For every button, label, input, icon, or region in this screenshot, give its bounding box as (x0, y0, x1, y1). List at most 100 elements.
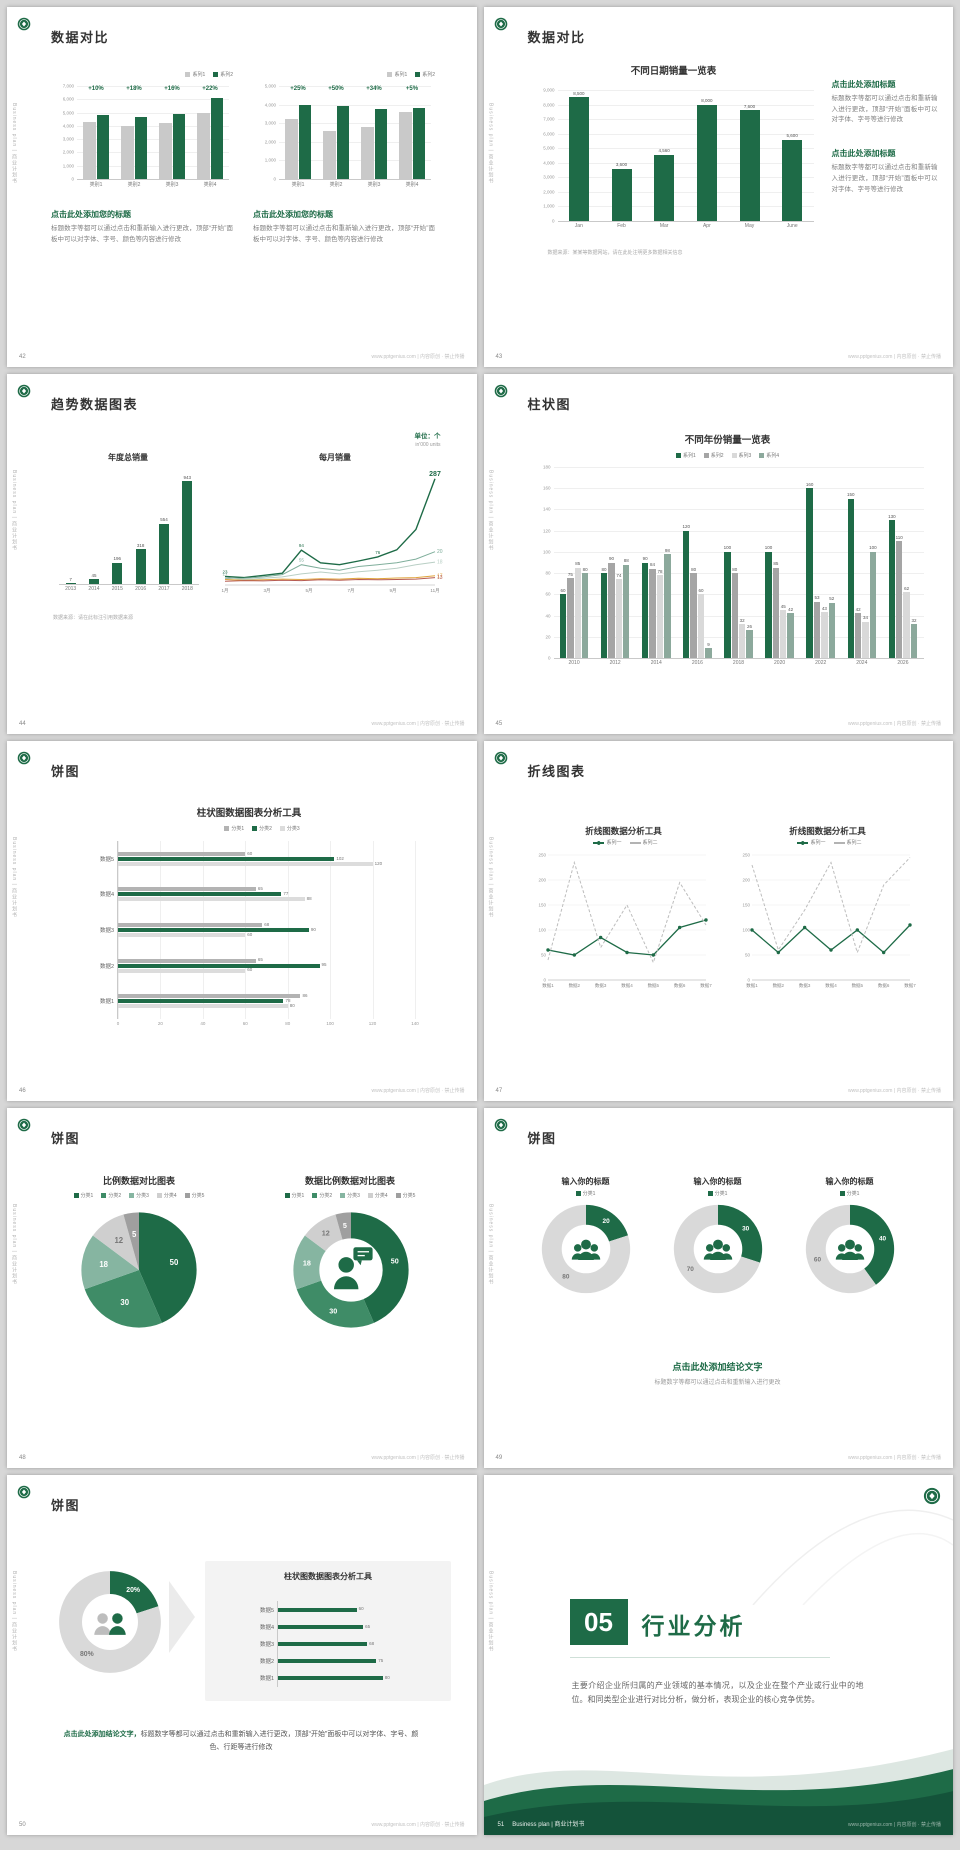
conclusion-heading: 点击此处添加结论文字， (63, 1731, 141, 1738)
unit-en: in'000 units (415, 442, 441, 448)
slide-45: Business plan | 商业计划书 柱状图 不同年份销量一览表 系列1 系… (483, 374, 953, 734)
svg-text:250: 250 (742, 853, 750, 858)
svg-text:200: 200 (538, 878, 546, 883)
svg-text:1月: 1月 (221, 588, 228, 594)
text-block: 点击此处添加标题 标题数字等都可以通过点击和重新输入进行更改，顶部“开始”面板中… (832, 148, 938, 195)
title-rule (569, 1657, 830, 1658)
page-number: 51 (497, 1822, 505, 1828)
block-heading: 点击此处添加您的标题 (51, 210, 131, 219)
block-body: 标题数字等都可以通过点击和重新输入进行更改，顶部“开始”面板中可以对字体、字号、… (51, 225, 233, 243)
donut-chart: 50 30 18 12 5 (291, 1210, 411, 1330)
svg-text:40: 40 (878, 1235, 886, 1242)
svg-text:76: 76 (375, 550, 381, 555)
logo-badge-icon (494, 1118, 508, 1132)
page-number: 43 (495, 354, 503, 360)
slide-51-section-cover: Business plan | 商业计划书 05 行业分析 主要介绍企业所归属的… (483, 1475, 953, 1835)
watermark: www.pptgenius.com | 内容原创 · 禁止传播 (848, 1822, 941, 1828)
chart-title: 折线图数据分析工具 (585, 826, 662, 836)
slide-title: 折线图表 (527, 764, 586, 779)
group-title: 输入你的标题 (825, 1177, 874, 1186)
watermark: www.pptgenius.com | 内容原创 · 禁止传播 (848, 721, 941, 727)
page-number: 49 (495, 1455, 503, 1461)
section-title: 行业分析 (641, 1613, 746, 1639)
slide-50: Business plan | 商业计划书 饼图 20% 80% 柱状图数据图表分… (7, 1475, 477, 1835)
side-text: Business plan | 商业计划书 (11, 470, 17, 552)
side-text: Business plan | 商业计划书 (487, 1204, 494, 1286)
line-chart-monthly-sales: 1月 3月 5月 7月 9月 11月 20 18 17 13 23 17 94 55 76 287 (221, 468, 449, 596)
side-text: Business plan | 商业计划书 (487, 470, 494, 552)
unit-cn: 单位：个 (414, 433, 441, 440)
bar-chart-annual-sales: 7 2013 45 2014 196 2015 318 2016 554 2017 943 2018 (53, 468, 203, 596)
svg-text:7月: 7月 (347, 588, 354, 594)
page-number: 50 (19, 1822, 26, 1828)
page-number: 47 (495, 1088, 503, 1094)
slide-title: 数据对比 (51, 30, 110, 45)
pie-legend: 分类1 分类2 分类3 分类4 分类5 (41, 1192, 237, 1199)
block-body: 标题数字等都可以通过点击和重新输入进行更改，顶部“开始”面板中可以对字体、字号等… (831, 164, 938, 193)
grouped-bar-chart-years: 系列1 系列2 系列3 系列4 0 20 40 60 80 100 120 140 160 180 60 75… (528, 452, 928, 670)
logo-badge-icon (17, 1485, 31, 1499)
svg-text:数据2: 数据2 (568, 982, 580, 989)
side-text: Business plan | 商业计划书 (487, 837, 494, 919)
chart-title: 数据比例数据对比图表 (304, 1176, 395, 1186)
svg-text:70: 70 (686, 1266, 694, 1273)
cover-footer-text: Business plan | 商业计划书 (512, 1822, 585, 1828)
block-body: 标题数字等都可以通过点击和重新输入进行更改，顶部“开始”面板中可以对字体、字号、… (253, 225, 435, 243)
svg-text:数据5: 数据5 (647, 982, 659, 989)
page-number: 48 (19, 1455, 26, 1461)
svg-text:数据1: 数据1 (746, 982, 758, 989)
panel-title: 柱状图数据图表分析工具 (284, 1572, 372, 1581)
slide-title: 趋势数据图表 (51, 397, 139, 412)
conclusion-body: 标题数字等都可以通过点击和重新输入进行更改，顶部“开始”面板中可以对字体、字号、… (140, 1731, 419, 1751)
block-heading: 点击此处添加标题 (831, 80, 896, 89)
line-chart-left: 系列一 系列二 0 50 100 150 200 250 数据1 数据2 数据3 数据4 数据5 数据6 数… (537, 840, 712, 989)
horizontal-bar-chart: 分类1 分类2 分类3 0 20 40 60 80 100 120 140 数据5 60 102 120 数据… (99, 826, 419, 1026)
data-source-note: 数据来源：某某等数据网站，请在此处注明更多数据相关信息 (547, 250, 683, 256)
slide-title: 柱状图 (527, 397, 572, 412)
background-arcs (752, 1509, 953, 1605)
svg-text:250: 250 (538, 853, 546, 858)
donut-legend: 分类1 (652, 1190, 784, 1197)
group-title: 输入你的标题 (561, 1177, 610, 1186)
donut-chart: 20 80 (540, 1203, 632, 1295)
svg-text:数据6: 数据6 (673, 982, 685, 989)
svg-text:18: 18 (303, 1259, 311, 1268)
page-number: 45 (495, 721, 503, 727)
section-number: 05 (569, 1599, 628, 1645)
svg-text:12: 12 (322, 1229, 330, 1238)
slide-title: 饼图 (51, 764, 81, 779)
watermark: www.pptgenius.com | 内容原创 · 禁止传播 (371, 1455, 465, 1461)
unit-label: 单位：个 in'000 units (415, 430, 441, 448)
panel-bar-chart: 数据5 60 数据4 65 数据3 68 数据2 75 数据1 80 (253, 1597, 425, 1689)
side-text: Business plan | 商业计划书 (11, 103, 17, 185)
svg-text:17: 17 (222, 572, 228, 577)
donut-group: 输入你的标题 分类1 40 60 (784, 1176, 916, 1295)
watermark: www.pptgenius.com | 内容原创 · 禁止传播 (371, 354, 465, 360)
pie-chart: 50 30 18 12 5 (79, 1210, 199, 1330)
svg-text:55: 55 (299, 558, 305, 563)
svg-text:5月: 5月 (305, 588, 312, 594)
group-title: 输入你的标题 (693, 1177, 742, 1186)
side-text: Business plan | 商业计划书 (11, 837, 17, 919)
chart-title: 年度总销量 (108, 453, 148, 462)
svg-text:50: 50 (744, 953, 750, 958)
svg-text:200: 200 (742, 878, 750, 883)
svg-text:287: 287 (429, 471, 441, 478)
watermark: www.pptgenius.com | 内容原创 · 禁止传播 (848, 1455, 941, 1461)
svg-text:23: 23 (222, 569, 228, 574)
side-text: Business plan | 商业计划书 (487, 103, 494, 185)
chart-title: 柱状图数据图表分析工具 (196, 808, 302, 819)
cover-footer: 51 Business plan | 商业计划书 (498, 1819, 585, 1828)
watermark: www.pptgenius.com | 内容原创 · 禁止传播 (848, 1088, 941, 1094)
donut-group: 输入你的标题 分类1 20 80 (520, 1176, 652, 1295)
svg-text:100: 100 (742, 928, 750, 933)
svg-text:数据6: 数据6 (877, 982, 889, 989)
svg-text:100: 100 (538, 928, 546, 933)
logo-badge-icon (923, 1487, 941, 1505)
watermark: www.pptgenius.com | 内容原创 · 禁止传播 (371, 1822, 465, 1828)
svg-text:150: 150 (538, 903, 546, 908)
svg-text:150: 150 (742, 903, 750, 908)
logo-badge-icon (17, 17, 31, 31)
chart-title: 折线图数据分析工具 (789, 826, 866, 836)
